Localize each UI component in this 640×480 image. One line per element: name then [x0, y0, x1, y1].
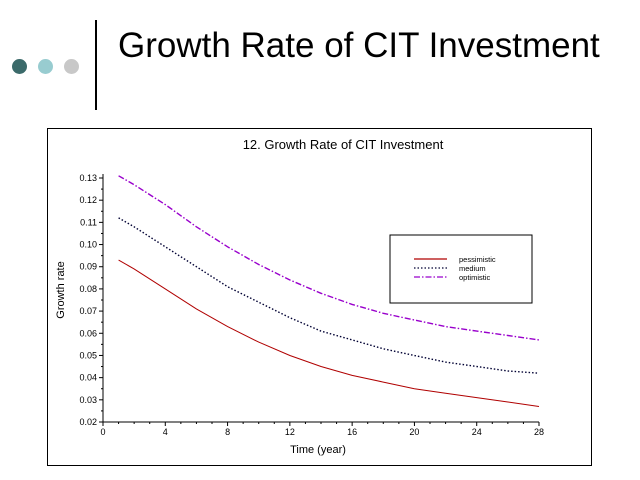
bullet-dot-3 [64, 59, 79, 74]
legend-label-optimistic: optimistic [459, 273, 491, 282]
y-tick-label: 0.03 [79, 395, 97, 405]
legend-label-medium: medium [459, 264, 486, 273]
x-tick-label: 20 [409, 427, 419, 437]
x-tick-label: 4 [163, 427, 168, 437]
chart-title: 12. Growth Rate of CIT Investment [242, 137, 444, 152]
x-tick-label: 24 [472, 427, 482, 437]
y-tick-label: 0.06 [79, 328, 97, 338]
title-divider [95, 20, 97, 110]
y-tick-label: 0.07 [79, 306, 97, 316]
y-tick-label: 0.05 [79, 350, 97, 360]
legend-box [389, 234, 533, 304]
bullet-dot-2 [38, 59, 53, 74]
y-tick-label: 0.04 [79, 373, 97, 383]
x-tick-label: 0 [100, 427, 105, 437]
series-line-pessimistic [118, 259, 540, 407]
y-tick-label: 0.09 [79, 262, 97, 272]
y-tick-label: 0.13 [79, 173, 97, 183]
y-axis-label: Growth rate [55, 261, 67, 318]
y-tick-label: 0.02 [79, 417, 97, 427]
y-tick-label: 0.08 [79, 284, 97, 294]
series-line-optimistic [118, 175, 540, 341]
x-axis-label: Time (year) [290, 444, 346, 456]
y-tick-label: 0.12 [79, 195, 97, 205]
y-tick-label: 0.11 [80, 217, 97, 227]
y-tick-label: 0.10 [79, 240, 97, 250]
x-tick-label: 12 [285, 427, 295, 437]
x-tick-label: 16 [347, 427, 357, 437]
legend-label-pessimistic: pessimistic [459, 255, 496, 264]
slide-title: Growth Rate of CIT Investment [118, 26, 600, 65]
series-line-medium [118, 217, 540, 374]
x-tick-label: 28 [534, 427, 544, 437]
x-tick-label: 8 [225, 427, 230, 437]
bullet-dot-1 [12, 59, 27, 74]
